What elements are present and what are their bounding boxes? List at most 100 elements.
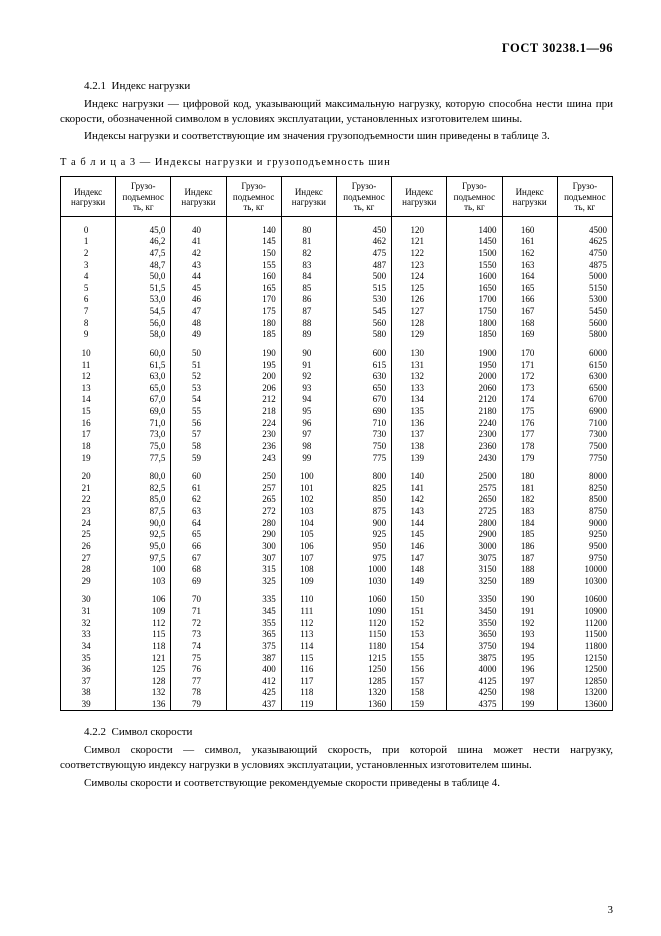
cell-load: 272: [226, 506, 281, 518]
cell-index: 11: [61, 359, 116, 371]
cell-index: 53: [171, 383, 226, 395]
para-421-b: Индексы нагрузки и соответствующие им зн…: [60, 129, 613, 144]
cell-index: 182: [502, 494, 557, 506]
cell-load: 190: [226, 348, 281, 360]
cell-index: 136: [392, 417, 447, 429]
cell-index: 195: [502, 652, 557, 664]
cell-index: 139: [392, 452, 447, 464]
cell-index: 4: [61, 271, 116, 283]
cell-index: 186: [502, 541, 557, 553]
cell-index: 88: [281, 317, 336, 329]
cell-load: 121: [116, 652, 171, 664]
cell-load: 975: [336, 552, 391, 564]
cell-load: 212: [226, 394, 281, 406]
cell-load: 900: [336, 517, 391, 529]
cell-index: 107: [281, 552, 336, 564]
cell-load: 690: [336, 406, 391, 418]
cell-index: 172: [502, 371, 557, 383]
cell-index: 116: [281, 664, 336, 676]
cell-index: 8: [61, 317, 116, 329]
cell-index: 149: [392, 576, 447, 588]
cell-load: 3000: [447, 541, 502, 553]
cell-index: 178: [502, 441, 557, 453]
cell-load: 1800: [447, 317, 502, 329]
cell-load: 250: [226, 471, 281, 483]
table-row: 36125764001161250156400019612500: [61, 664, 613, 676]
cell-index: 52: [171, 371, 226, 383]
cell-load: 600: [336, 348, 391, 360]
cell-load: 128: [116, 676, 171, 688]
cell-load: 3875: [447, 652, 502, 664]
cell-index: 159: [392, 699, 447, 711]
cell-load: 11500: [557, 629, 612, 641]
cell-load: 1700: [447, 294, 502, 306]
cell-load: 630: [336, 371, 391, 383]
cell-index: 39: [61, 699, 116, 711]
cell-index: 47: [171, 306, 226, 318]
cell-index: 181: [502, 483, 557, 495]
cell-load: 2430: [447, 452, 502, 464]
cell-load: 3450: [447, 606, 502, 618]
cell-load: 3650: [447, 629, 502, 641]
section-421-heading: 4.2.1 Индекс нагрузки: [60, 79, 613, 94]
cell-index: 105: [281, 529, 336, 541]
cell-index: 25: [61, 529, 116, 541]
cell-load: 10900: [557, 606, 612, 618]
cell-index: 97: [281, 429, 336, 441]
cell-index: 87: [281, 306, 336, 318]
cell-load: 462: [336, 236, 391, 248]
cell-load: 224: [226, 417, 281, 429]
cell-load: 4875: [557, 259, 612, 271]
cell-load: 530: [336, 294, 391, 306]
section-422-heading: 4.2.2 Символ скорости: [60, 725, 613, 740]
cell-load: 58,0: [116, 329, 171, 341]
cell-index: 75: [171, 652, 226, 664]
col-header-index-4: Индекс нагрузки: [392, 177, 447, 217]
cell-load: 9500: [557, 541, 612, 553]
cell-index: 135: [392, 406, 447, 418]
table-row: 2490,06428010490014428001849000: [61, 517, 613, 529]
cell-index: 137: [392, 429, 447, 441]
table-row: 37128774121171285157412519712850: [61, 676, 613, 688]
cell-index: 184: [502, 517, 557, 529]
cell-load: 8000: [557, 471, 612, 483]
cell-index: 19: [61, 452, 116, 464]
cell-index: 49: [171, 329, 226, 341]
cell-load: 8750: [557, 506, 612, 518]
cell-index: 121: [392, 236, 447, 248]
cell-load: 345: [226, 606, 281, 618]
cell-load: 1500: [447, 248, 502, 260]
cell-index: 192: [502, 617, 557, 629]
cell-index: 155: [392, 652, 447, 664]
cell-index: 185: [502, 529, 557, 541]
cell-index: 131: [392, 359, 447, 371]
table-row: 2182,56125710182514125751818250: [61, 483, 613, 495]
cell-index: 142: [392, 494, 447, 506]
cell-index: 115: [281, 652, 336, 664]
cell-index: 110: [281, 594, 336, 606]
cell-load: 412: [226, 676, 281, 688]
cell-index: 154: [392, 641, 447, 653]
table-row: 045,0401408045012014001604500: [61, 224, 613, 236]
cell-load: 60,0: [116, 348, 171, 360]
cell-index: 32: [61, 617, 116, 629]
cell-load: 11800: [557, 641, 612, 653]
cell-index: 197: [502, 676, 557, 688]
cell-index: 170: [502, 348, 557, 360]
cell-load: 800: [336, 471, 391, 483]
cell-load: 7300: [557, 429, 612, 441]
cell-index: 129: [392, 329, 447, 341]
cell-index: 34: [61, 641, 116, 653]
cell-index: 156: [392, 664, 447, 676]
cell-index: 44: [171, 271, 226, 283]
cell-load: 437: [226, 699, 281, 711]
cell-load: 185: [226, 329, 281, 341]
page-number: 3: [608, 903, 614, 918]
cell-load: 63,0: [116, 371, 171, 383]
cell-load: 6500: [557, 383, 612, 395]
cell-load: 11200: [557, 617, 612, 629]
table-row: 33115733651131150153365019311500: [61, 629, 613, 641]
cell-index: 143: [392, 506, 447, 518]
cell-index: 100: [281, 471, 336, 483]
cell-load: 3250: [447, 576, 502, 588]
